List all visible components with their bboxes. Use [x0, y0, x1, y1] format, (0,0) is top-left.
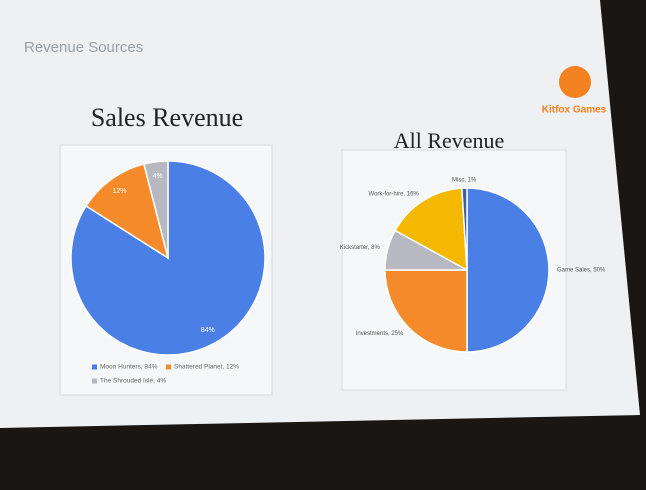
data-label: Investments, 25%: [356, 331, 404, 337]
logo-text: Kitfox Games: [542, 105, 607, 116]
data-label: Game Sales, 50%: [557, 268, 606, 274]
data-label: Kickstarter, 8%: [340, 245, 381, 251]
data-label: 12%: [113, 188, 127, 195]
pie-slice: [394, 187, 468, 272]
pie-slice: [461, 187, 468, 271]
pie-slice: [384, 269, 468, 353]
logo-icon: [559, 66, 591, 98]
pie-slice: [142, 160, 169, 259]
data-label: 84%: [201, 327, 215, 334]
legend-swatch: [92, 378, 97, 384]
pie-slice: [466, 187, 550, 353]
data-label: Misc, 1%: [452, 178, 477, 184]
slide-title: Revenue Sources: [24, 39, 143, 56]
chart-title: All Revenue: [394, 128, 505, 153]
legend-entry: Shattered Planet, 12%: [174, 364, 239, 371]
pie-slice: [85, 163, 170, 260]
data-label: Work-for-hire, 16%: [369, 192, 420, 198]
chart-title: Sales Revenue: [91, 103, 243, 132]
legend-swatch: [92, 364, 97, 370]
legend-entry: The Shrouded Isle, 4%: [100, 378, 166, 385]
legend-swatch: [166, 364, 171, 370]
legend-entry: Moon Hunters, 84%: [100, 364, 158, 371]
data-label: 4%: [153, 173, 163, 180]
